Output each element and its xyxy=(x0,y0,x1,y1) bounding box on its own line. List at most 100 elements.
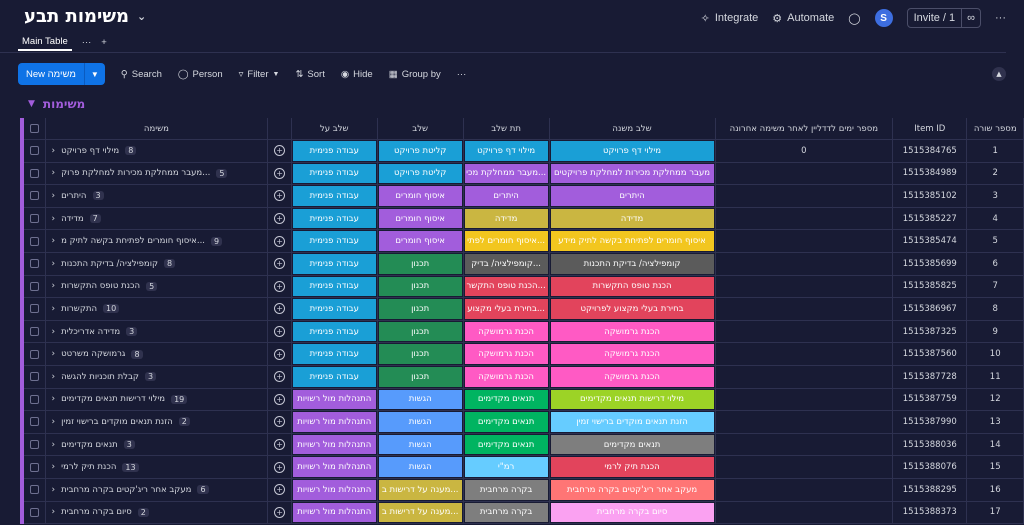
step-cell[interactable]: מדידה xyxy=(463,207,550,230)
name-cell[interactable]: › קומפילציה/ בדיקת התכנות 8 xyxy=(46,252,269,275)
stage-cell[interactable]: עבודה פנימית xyxy=(291,343,378,365)
search-button[interactable]: ⚲ Search xyxy=(121,69,162,80)
row-number-cell[interactable]: 17 xyxy=(967,501,1024,524)
stage-cell[interactable]: עבודה פנימית xyxy=(291,230,378,252)
filter-button[interactable]: ▿ Filter ▼ xyxy=(239,69,280,80)
stage-cell[interactable]: התנהלות מול רשויות xyxy=(291,411,378,433)
stage-cell[interactable]: עבודה פנימית xyxy=(291,298,378,320)
add-update-button[interactable]: + xyxy=(268,411,292,433)
add-update-button[interactable]: + xyxy=(268,230,292,252)
phase-cell[interactable]: הזנת תנאים מוקדים ברישוי זמין xyxy=(549,411,716,433)
table-row[interactable]: › מילוי דרישות תנאים מקדימים 19 + התנהלות מו… xyxy=(24,388,1024,412)
row-checkbox[interactable] xyxy=(24,140,46,162)
row-checkbox[interactable] xyxy=(24,230,46,252)
step-cell[interactable]: תנאים מקדימים xyxy=(463,433,550,456)
subitems-count[interactable]: 13 xyxy=(122,462,139,472)
step-cell[interactable]: הכנת גרמושקה xyxy=(463,343,550,365)
days-cell[interactable] xyxy=(716,207,894,230)
item-name[interactable]: מדידה אדריכלית xyxy=(61,326,121,337)
group-by-button[interactable]: ▦ Group by xyxy=(389,69,441,80)
days-cell[interactable] xyxy=(716,365,894,388)
row-number-cell[interactable]: 14 xyxy=(967,433,1024,456)
stage-cell[interactable]: עבודה פנימית xyxy=(291,185,378,207)
column-header-phase[interactable]: שלב משנה xyxy=(550,118,716,139)
phase-cell[interactable]: הכנת גרמושקה xyxy=(549,320,716,343)
collapse-header-icon[interactable]: ▲ xyxy=(992,67,1006,81)
expand-subitems-icon[interactable]: › xyxy=(51,303,56,314)
phase-cell[interactable]: מילוי דף פרויקט xyxy=(549,140,716,162)
step-cell[interactable]: תנאים מקדימים xyxy=(463,388,550,411)
row-checkbox[interactable] xyxy=(24,478,46,501)
stage-cell[interactable]: התנהלות מול רשויות xyxy=(291,388,378,411)
name-cell[interactable]: › התקשרות 10 xyxy=(46,298,269,320)
subitems-count[interactable]: 6 xyxy=(197,485,209,495)
days-cell[interactable] xyxy=(716,478,894,501)
subitems-count[interactable]: 9 xyxy=(210,236,223,246)
item-name[interactable]: הזנת תנאים מוקדים ברישוי זמין xyxy=(61,416,173,427)
sub-cell[interactable]: מענה על דרישות ב... xyxy=(377,501,464,524)
sub-cell[interactable]: הגשות xyxy=(377,456,464,478)
sub-cell[interactable]: איסוף חומרים xyxy=(377,230,464,252)
phase-cell[interactable]: הכנת גרמושקה xyxy=(549,365,716,388)
days-cell[interactable] xyxy=(716,343,894,365)
add-update-button[interactable]: + xyxy=(268,207,292,230)
step-cell[interactable]: מעבר ממחלקת מכי... xyxy=(463,162,550,185)
name-cell[interactable]: › מילוי דף פרויקט 8 xyxy=(46,140,269,162)
days-cell[interactable] xyxy=(716,456,894,478)
name-cell[interactable]: › הכנת טופס התקשרות 5 xyxy=(46,275,269,298)
item-name[interactable]: התקשרות xyxy=(61,303,98,314)
add-update-button[interactable]: + xyxy=(268,252,292,275)
table-row[interactable]: › גרמושקה משרטט 8 + עבודה פנימית תכנון הכנת גר… xyxy=(24,343,1024,366)
add-update-button[interactable]: + xyxy=(268,275,292,298)
table-row[interactable]: › הכנת טופס התקשרות 5 + עבודה פנימית תכנון הכנ… xyxy=(24,275,1024,299)
subitems-count[interactable]: 8 xyxy=(131,349,143,359)
phase-cell[interactable]: הכנת טופס התקשרות xyxy=(549,275,716,298)
phase-cell[interactable]: תנאים מקדימים xyxy=(549,433,716,456)
phase-cell[interactable]: קומפילציה/ בדיקת התכנות xyxy=(549,252,716,275)
item-name[interactable]: קבלת תוכניות להגשה xyxy=(61,371,139,382)
step-cell[interactable]: בחירת בעלי מקצוע... xyxy=(463,298,550,320)
add-update-button[interactable]: + xyxy=(268,320,292,343)
subitems-count[interactable]: 3 xyxy=(92,191,104,201)
add-update-button[interactable]: + xyxy=(268,162,292,185)
step-cell[interactable]: בקרה מרחבית xyxy=(463,478,550,501)
expand-subitems-icon[interactable]: › xyxy=(51,349,56,360)
link-icon[interactable]: ∞ xyxy=(961,9,980,27)
row-checkbox[interactable] xyxy=(24,343,46,365)
table-row[interactable]: › מדידה אדריכלית 3 + עבודה פנימית תכנון הכנת ג… xyxy=(24,320,1024,344)
name-cell[interactable]: › מילוי דרישות תנאים מקדימים 19 xyxy=(46,388,269,411)
add-update-button[interactable]: + xyxy=(268,433,292,456)
column-header-row-number[interactable]: מספר שורה xyxy=(967,118,1024,139)
step-cell[interactable]: תנאים מקדימים xyxy=(463,411,550,433)
stage-cell[interactable]: עבודה פנימית xyxy=(291,207,378,230)
stage-cell[interactable]: עבודה פנימית xyxy=(291,365,378,388)
days-cell[interactable] xyxy=(716,501,894,524)
add-update-button[interactable]: + xyxy=(268,298,292,320)
phase-cell[interactable]: הכנת גרמושקה xyxy=(549,343,716,365)
row-number-cell[interactable]: 10 xyxy=(967,343,1024,365)
add-update-button[interactable]: + xyxy=(268,456,292,478)
table-row[interactable]: › מילוי דף פרויקט 8 + עבודה פנימית קליטת פרוי… xyxy=(24,140,1024,163)
table-row[interactable]: › קבלת תוכניות להגשה 3 + עבודה פנימית תכנון הכ… xyxy=(24,365,1024,389)
sub-cell[interactable]: איסוף חומרים xyxy=(377,185,464,207)
stage-cell[interactable]: עבודה פנימית xyxy=(291,252,378,275)
step-cell[interactable]: הכנת גרמושקה xyxy=(463,320,550,343)
sub-cell[interactable]: תכנון xyxy=(377,252,464,275)
item-name[interactable]: גרמושקה משרטט xyxy=(61,349,126,360)
item-name[interactable]: הכנת תיק לרמי xyxy=(61,462,117,473)
days-cell[interactable] xyxy=(716,388,894,411)
row-checkbox[interactable] xyxy=(24,207,46,230)
phase-cell[interactable]: מעבר ממחלקת מכירות למחלקת פרויקטים xyxy=(549,162,716,185)
item-name[interactable]: הכנת טופס התקשרות xyxy=(61,281,141,292)
phase-cell[interactable]: מדידה xyxy=(549,207,716,230)
row-checkbox[interactable] xyxy=(24,320,46,343)
add-view-icon[interactable]: + xyxy=(101,37,107,48)
stage-cell[interactable]: התנהלות מול רשויות xyxy=(291,433,378,456)
expand-subitems-icon[interactable]: › xyxy=(51,281,56,292)
row-checkbox[interactable] xyxy=(24,411,46,433)
column-header-step[interactable]: תת שלב xyxy=(464,118,550,139)
row-checkbox[interactable] xyxy=(24,456,46,478)
row-number-cell[interactable]: 4 xyxy=(967,207,1024,230)
days-cell[interactable] xyxy=(716,298,894,320)
row-number-cell[interactable]: 2 xyxy=(967,162,1024,185)
